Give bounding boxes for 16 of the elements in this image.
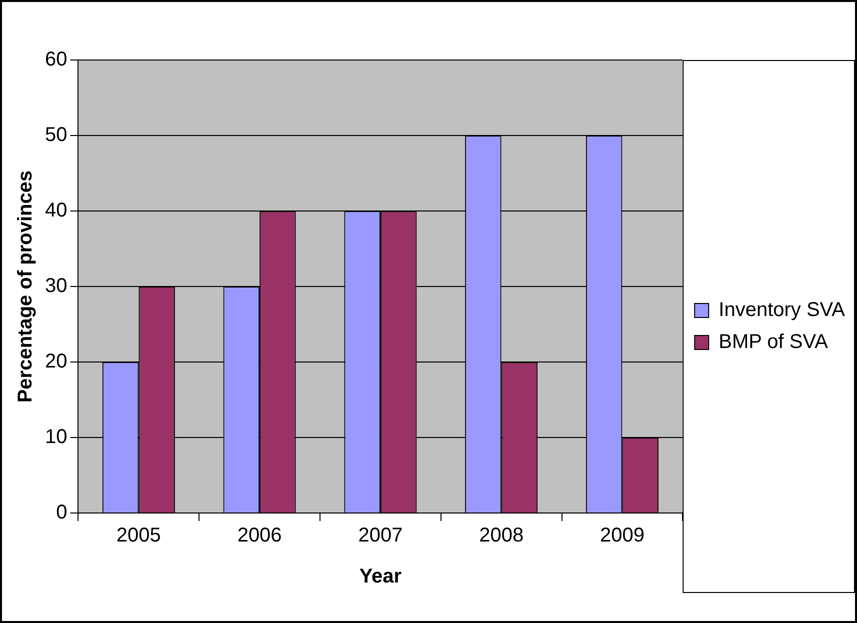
y-tick-label: 10 <box>44 426 68 448</box>
x-tick-label: 2007 <box>358 524 403 547</box>
x-axis-title: Year <box>359 566 402 588</box>
y-tick-label: 50 <box>44 124 68 146</box>
x-tick-label: 2006 <box>237 524 282 547</box>
y-tick-label: 40 <box>44 200 68 222</box>
y-tick-label: 30 <box>44 275 68 298</box>
y-tick-label: 60 <box>44 48 68 71</box>
x-tick-label: 2005 <box>116 524 161 547</box>
legend-label: BMP of SVA <box>718 331 829 354</box>
y-axis-title: Percentage of provinces <box>14 170 37 403</box>
legend-label: Inventory SVA <box>718 299 846 322</box>
x-tick-label: 2008 <box>479 524 524 547</box>
y-tick-label: 20 <box>44 350 68 373</box>
x-tick-label: 2009 <box>600 524 644 547</box>
y-tick-label: 0 <box>56 502 68 524</box>
